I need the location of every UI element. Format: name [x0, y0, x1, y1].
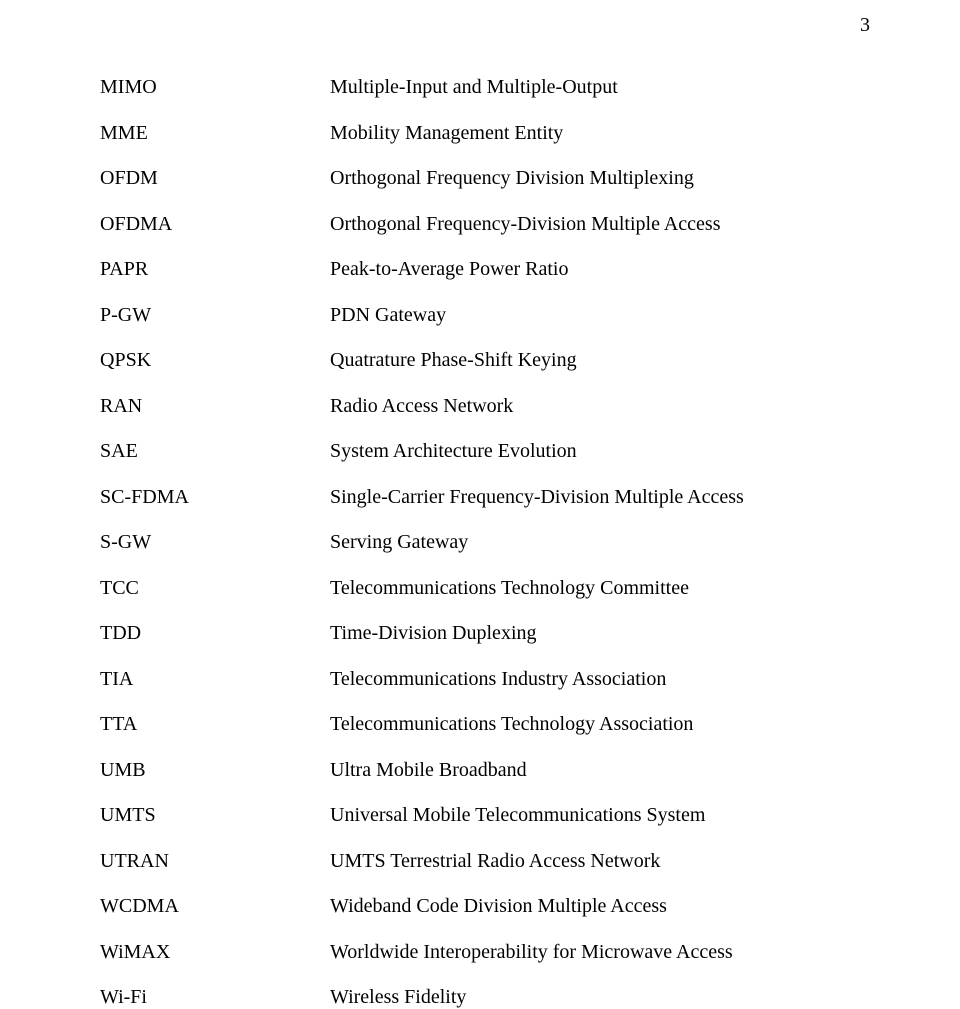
glossary-abbrev: PAPR	[100, 257, 330, 281]
glossary-abbrev: S-GW	[100, 530, 330, 554]
glossary-abbrev: OFDM	[100, 166, 330, 190]
glossary-definition: Worldwide Interoperability for Microwave…	[330, 940, 870, 964]
glossary-abbrev: TCC	[100, 576, 330, 600]
glossary-abbrev: TIA	[100, 667, 330, 691]
glossary-row: S-GWServing Gateway	[100, 530, 870, 554]
glossary-row: UMTSUniversal Mobile Telecommunications …	[100, 803, 870, 827]
page: 3 MIMOMultiple-Input and Multiple-Output…	[0, 0, 960, 1006]
glossary-abbrev: RAN	[100, 394, 330, 418]
glossary-definition: Multiple-Input and Multiple-Output	[330, 75, 870, 99]
glossary-abbrev: MIMO	[100, 75, 330, 99]
glossary-definition: Universal Mobile Telecommunications Syst…	[330, 803, 870, 827]
glossary-definition: Serving Gateway	[330, 530, 870, 554]
glossary-abbrev: P-GW	[100, 303, 330, 327]
glossary-row: UTRANUMTS Terrestrial Radio Access Netwo…	[100, 849, 870, 873]
glossary-row: TDDTime-Division Duplexing	[100, 621, 870, 645]
glossary-abbrev: UMB	[100, 758, 330, 782]
glossary-definition: System Architecture Evolution	[330, 439, 870, 463]
glossary-abbrev: WCDMA	[100, 894, 330, 918]
glossary-abbrev: UTRAN	[100, 849, 330, 873]
glossary-definition: Telecommunications Industry Association	[330, 667, 870, 691]
glossary-row: TCCTelecommunications Technology Committ…	[100, 576, 870, 600]
glossary-definition: Single-Carrier Frequency-Division Multip…	[330, 485, 870, 509]
glossary-row: OFDMAOrthogonal Frequency-Division Multi…	[100, 212, 870, 236]
glossary-list: MIMOMultiple-Input and Multiple-OutputMM…	[100, 75, 870, 1009]
glossary-row: PAPRPeak-to-Average Power Ratio	[100, 257, 870, 281]
glossary-abbrev: WiMAX	[100, 940, 330, 964]
glossary-row: QPSKQuatrature Phase-Shift Keying	[100, 348, 870, 372]
glossary-row: RANRadio Access Network	[100, 394, 870, 418]
glossary-row: TIATelecommunications Industry Associati…	[100, 667, 870, 691]
glossary-row: UMBUltra Mobile Broadband	[100, 758, 870, 782]
glossary-row: WiMAXWorldwide Interoperability for Micr…	[100, 940, 870, 964]
glossary-abbrev: QPSK	[100, 348, 330, 372]
glossary-row: TTATelecommunications Technology Associa…	[100, 712, 870, 736]
page-number: 3	[860, 14, 870, 37]
glossary-definition: UMTS Terrestrial Radio Access Network	[330, 849, 870, 873]
glossary-definition: Quatrature Phase-Shift Keying	[330, 348, 870, 372]
glossary-abbrev: TTA	[100, 712, 330, 736]
glossary-row: MIMOMultiple-Input and Multiple-Output	[100, 75, 870, 99]
glossary-row: SC-FDMASingle-Carrier Frequency-Division…	[100, 485, 870, 509]
glossary-abbrev: TDD	[100, 621, 330, 645]
glossary-row: MMEMobility Management Entity	[100, 121, 870, 145]
glossary-definition: Ultra Mobile Broadband	[330, 758, 870, 782]
glossary-row: WCDMAWideband Code Division Multiple Acc…	[100, 894, 870, 918]
glossary-definition: Telecommunications Technology Committee	[330, 576, 870, 600]
glossary-definition: PDN Gateway	[330, 303, 870, 327]
glossary-abbrev: OFDMA	[100, 212, 330, 236]
glossary-row: Wi-FiWireless Fidelity	[100, 985, 870, 1009]
glossary-row: P-GWPDN Gateway	[100, 303, 870, 327]
glossary-abbrev: MME	[100, 121, 330, 145]
glossary-definition: Mobility Management Entity	[330, 121, 870, 145]
glossary-definition: Peak-to-Average Power Ratio	[330, 257, 870, 281]
glossary-row: OFDMOrthogonal Frequency Division Multip…	[100, 166, 870, 190]
glossary-abbrev: SAE	[100, 439, 330, 463]
glossary-abbrev: Wi-Fi	[100, 985, 330, 1009]
glossary-definition: Time-Division Duplexing	[330, 621, 870, 645]
glossary-definition: Radio Access Network	[330, 394, 870, 418]
glossary-abbrev: UMTS	[100, 803, 330, 827]
glossary-row: SAESystem Architecture Evolution	[100, 439, 870, 463]
glossary-definition: Wireless Fidelity	[330, 985, 870, 1009]
glossary-definition: Wideband Code Division Multiple Access	[330, 894, 870, 918]
glossary-definition: Orthogonal Frequency Division Multiplexi…	[330, 166, 870, 190]
glossary-abbrev: SC-FDMA	[100, 485, 330, 509]
glossary-definition: Orthogonal Frequency-Division Multiple A…	[330, 212, 870, 236]
glossary-definition: Telecommunications Technology Associatio…	[330, 712, 870, 736]
